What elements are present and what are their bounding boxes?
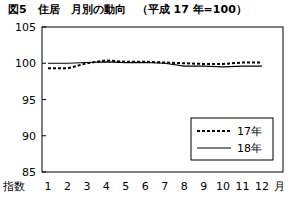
x-tick-label: 6 bbox=[142, 180, 149, 193]
x-tick-label: 11 bbox=[236, 180, 250, 193]
series-line bbox=[48, 62, 262, 67]
legend-label: 18年 bbox=[237, 142, 262, 155]
x-tick-label: 2 bbox=[64, 180, 71, 193]
x-tick-label: 5 bbox=[122, 180, 129, 193]
y-tick bbox=[42, 172, 46, 173]
x-tick-label: 1 bbox=[45, 180, 52, 193]
y-tick-label: 105 bbox=[15, 21, 36, 34]
series-line bbox=[48, 60, 262, 68]
x-axis-label: 月 bbox=[274, 180, 285, 193]
y-tick bbox=[42, 63, 46, 64]
x-tick-label: 12 bbox=[255, 180, 269, 193]
x-tick-label: 7 bbox=[161, 180, 168, 193]
x-tick-label: 8 bbox=[181, 180, 188, 193]
y-tick bbox=[42, 99, 46, 100]
title: 図5 住居 月別の動向 （平成 17 年=100） bbox=[8, 3, 247, 16]
y-axis-label: 指数 bbox=[2, 180, 25, 193]
legend-swatch bbox=[197, 147, 231, 148]
series-group bbox=[48, 60, 262, 68]
x-tick-label: 9 bbox=[200, 180, 207, 193]
legend-swatch bbox=[197, 130, 231, 132]
x-tick-label: 10 bbox=[216, 180, 230, 193]
plot-frame bbox=[42, 27, 283, 172]
y-tick bbox=[42, 135, 46, 136]
legend-box bbox=[191, 118, 273, 160]
y-tick bbox=[42, 27, 46, 28]
legend-label: 17年 bbox=[237, 125, 262, 138]
x-tick-label: 4 bbox=[103, 180, 110, 193]
y-tick-label: 95 bbox=[22, 94, 36, 107]
y-tick-label: 90 bbox=[22, 130, 36, 143]
y-tick-label: 100 bbox=[15, 57, 36, 70]
y-tick-label: 85 bbox=[22, 166, 36, 179]
x-tick-label: 3 bbox=[83, 180, 90, 193]
chart: 図5 住居 月別の動向 （平成 17 年=100）859095100105123… bbox=[0, 0, 288, 199]
